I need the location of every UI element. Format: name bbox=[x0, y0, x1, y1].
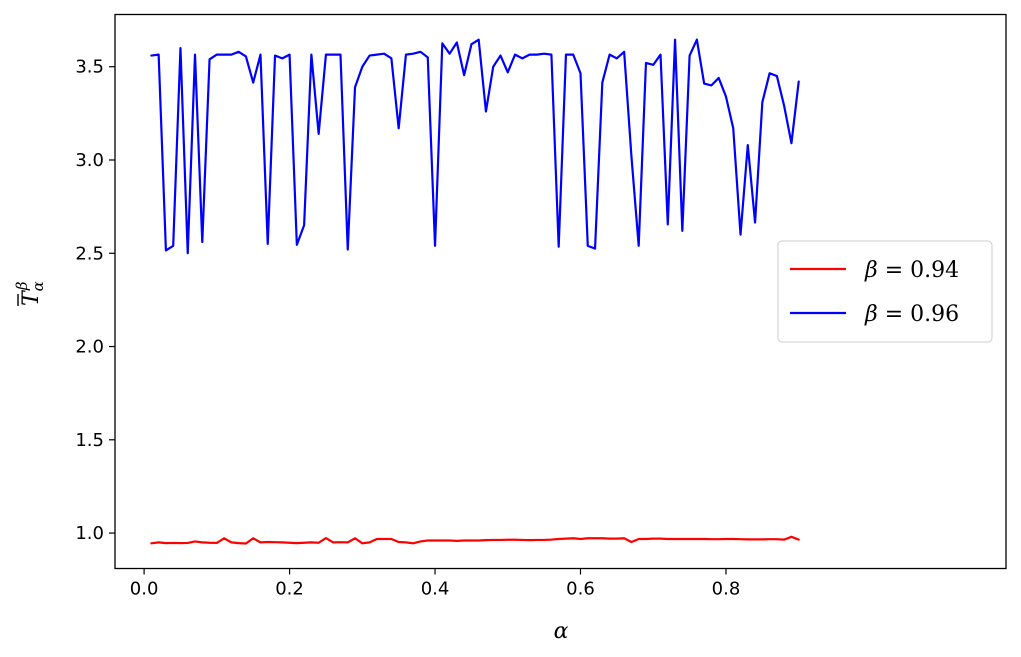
series-line-beta-094 bbox=[150, 535, 800, 545]
plot-area-frame bbox=[114, 13, 1007, 570]
series-line-beta-096 bbox=[150, 38, 800, 255]
x-axis-label: α bbox=[554, 619, 569, 644]
legend-label-beta-096: β = 0.96 bbox=[864, 302, 959, 327]
y-tick-label: 1.5 bbox=[75, 430, 104, 451]
x-tick-label: 0.6 bbox=[566, 579, 595, 600]
x-axis-ticks: 0.0 0.2 0.4 0.6 0.8 bbox=[130, 568, 741, 600]
y-tick-label: 3.0 bbox=[75, 150, 104, 171]
y-tick-label: 2.0 bbox=[75, 337, 104, 358]
y-tick-label: 3.5 bbox=[75, 57, 104, 78]
y-axis-label-subscript: α bbox=[29, 281, 47, 291]
svg-text:Tαβ: Tαβ bbox=[13, 281, 47, 306]
y-tick-label: 2.5 bbox=[75, 243, 104, 264]
series-lines bbox=[150, 38, 800, 545]
x-tick-label: 0.0 bbox=[130, 579, 159, 600]
legend: β = 0.94 β = 0.96 bbox=[777, 240, 993, 343]
y-axis-ticks: 1.0 1.5 2.0 2.5 3.0 3.5 bbox=[75, 57, 115, 544]
y-tick-label: 1.0 bbox=[75, 523, 104, 544]
x-tick-label: 0.4 bbox=[421, 579, 450, 600]
x-tick-label: 0.2 bbox=[275, 579, 304, 600]
y-axis-label: Tαβ bbox=[13, 281, 47, 306]
y-axis-label-superscript: β bbox=[13, 281, 31, 291]
legend-label-beta-094: β = 0.94 bbox=[864, 258, 959, 283]
x-tick-label: 0.8 bbox=[712, 579, 741, 600]
legend-box bbox=[777, 240, 993, 343]
